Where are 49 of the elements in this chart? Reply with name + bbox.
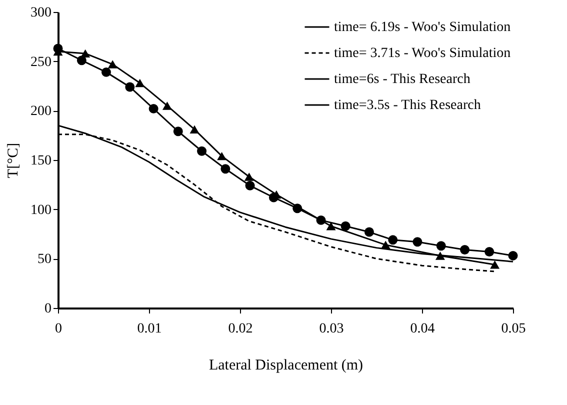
point xyxy=(436,241,446,251)
y-tick-label: 250 xyxy=(30,54,52,70)
point xyxy=(53,44,63,54)
legend-label: time= 6.19s - Woo's Simulation xyxy=(334,20,511,35)
x-axis-title: Lateral Displacement (m) xyxy=(208,358,364,374)
point xyxy=(217,152,227,160)
point xyxy=(490,260,500,269)
point xyxy=(435,252,445,260)
point xyxy=(197,146,207,156)
y-tick-label: 300 xyxy=(30,6,52,20)
point xyxy=(508,250,518,260)
x-tick-label: 0.05 xyxy=(501,322,526,336)
point xyxy=(380,240,390,249)
point xyxy=(108,60,118,68)
point xyxy=(244,172,254,181)
point xyxy=(125,82,135,92)
y-axis-title: T[°C] xyxy=(6,142,22,178)
point xyxy=(364,227,374,237)
point xyxy=(190,125,200,134)
point xyxy=(76,56,86,66)
point xyxy=(101,67,111,77)
point xyxy=(340,221,350,231)
point xyxy=(412,237,422,247)
point xyxy=(135,78,145,88)
y-tick-label: 0 xyxy=(44,302,52,316)
point xyxy=(316,215,326,225)
point xyxy=(292,204,302,214)
y-tick-label: 100 xyxy=(30,202,52,218)
y-tick-label: 50 xyxy=(38,252,52,268)
x-tick-label: 0.03 xyxy=(319,322,344,336)
point xyxy=(220,164,230,174)
x-tick-label: 0 xyxy=(55,322,62,336)
point xyxy=(460,245,470,255)
point xyxy=(245,180,255,190)
legend-label: time=3.5s - This Research xyxy=(334,98,481,113)
point xyxy=(326,222,336,230)
x-tick-label: 0.04 xyxy=(410,322,435,336)
point xyxy=(388,235,398,245)
point xyxy=(162,102,172,110)
x-tick-label: 0.01 xyxy=(137,322,162,336)
point xyxy=(484,247,494,256)
y-tick-label: 150 xyxy=(30,154,52,168)
point xyxy=(173,126,183,136)
legend-label: time= 3.71s - Woo's Simulation xyxy=(334,46,511,61)
y-tick-label: 200 xyxy=(30,104,52,120)
point xyxy=(148,104,158,114)
point xyxy=(268,192,278,202)
x-tick-label: 0.02 xyxy=(228,322,253,336)
legend-label: time=6s - This Research xyxy=(334,72,470,87)
